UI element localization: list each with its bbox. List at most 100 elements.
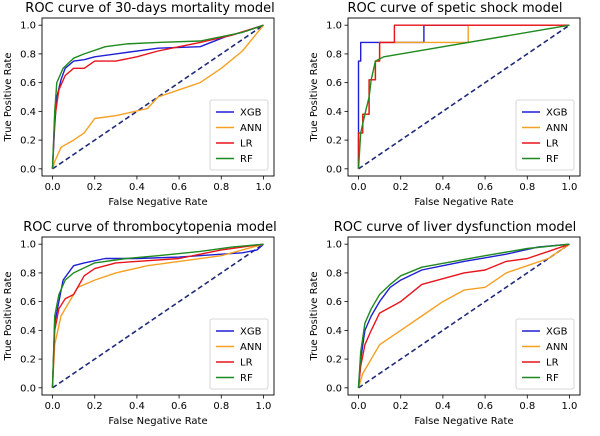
x-tick-label: 1.0 (256, 401, 272, 412)
legend: XGB ANN LR RF (515, 99, 575, 171)
y-tick-label: 0.8 (20, 49, 36, 60)
y-tick-label: 0.6 (20, 78, 36, 89)
x-tick-label: 0.4 (129, 182, 145, 193)
y-tick-label: 0.4 (20, 326, 36, 337)
y-tick-label: 0.4 (326, 107, 342, 118)
plot-frame (41, 17, 275, 177)
legend-label-ann: ANN (546, 342, 568, 353)
x-axis-label: False Negative Rate (108, 197, 207, 208)
legend-label-lr: LR (240, 139, 253, 150)
legend-label-xgb: XGB (240, 327, 262, 338)
series-line-rf (51, 24, 264, 169)
x-tick-label: 0.4 (129, 401, 145, 412)
y-tick-label: 1.0 (20, 240, 36, 251)
legend-box (209, 318, 269, 390)
x-tick-label: 0.8 (519, 182, 535, 193)
series-line-ann (51, 24, 265, 170)
legend-label-rf: RF (546, 154, 559, 165)
chance-diagonal-line (52, 243, 264, 389)
x-tick-label: 0.8 (213, 182, 229, 193)
series-line-ann (357, 243, 570, 389)
y-tick-label: 0.6 (326, 78, 342, 89)
legend-label-lr: LR (546, 358, 559, 369)
x-tick-label: 0.6 (171, 401, 187, 412)
legend-label-lr: LR (546, 139, 559, 150)
plot-frame (347, 17, 581, 177)
legend: XGB ANN LR RF (209, 318, 269, 390)
series-line-xgb (51, 24, 264, 169)
x-axis-label: False Negative Rate (414, 197, 513, 208)
series-line-rf (357, 24, 570, 169)
x-tick-label: 1.0 (562, 182, 578, 193)
series-line-rf (357, 243, 570, 388)
series-line-lr (51, 243, 264, 388)
chart-panel-2: ROC curve of spetic shock model True Posi… (309, 1, 581, 208)
x-tick-label: 1.0 (562, 401, 578, 412)
y-tick-label: 0.0 (326, 383, 342, 394)
y-axis-label: True Positive Rate (309, 52, 320, 142)
legend-box (515, 318, 575, 390)
series-line-xgb (357, 243, 570, 388)
legend-label-rf: RF (240, 154, 253, 165)
plot-frame (41, 236, 275, 396)
x-tick-label: 0.8 (213, 401, 229, 412)
series-line-xgb (51, 243, 264, 388)
x-tick-label: 0.6 (171, 182, 187, 193)
x-tick-label: 0.2 (393, 182, 409, 193)
y-axis-label: True Positive Rate (3, 52, 14, 142)
legend-label-ann: ANN (240, 342, 262, 353)
y-tick-label: 0.8 (326, 49, 342, 60)
legend-box (515, 99, 575, 171)
y-tick-label: 0.6 (20, 297, 36, 308)
x-tick-label: 0.2 (393, 401, 409, 412)
legend-box (209, 99, 269, 171)
x-tick-label: 0.0 (351, 401, 367, 412)
x-tick-label: 0.0 (351, 182, 367, 193)
x-tick-label: 0.2 (87, 182, 103, 193)
legend-label-xgb: XGB (546, 108, 568, 119)
series-line-ann (51, 243, 264, 388)
legend-label-xgb: XGB (546, 327, 568, 338)
series-line-rf (51, 243, 264, 388)
x-tick-label: 0.4 (435, 401, 451, 412)
chart-title: ROC curve of liver dysfunction model (334, 220, 577, 235)
legend: XGB ANN LR RF (515, 318, 575, 390)
chart-panel-3: ROC curve of thrombocytopenia model True … (3, 220, 277, 427)
y-tick-label: 1.0 (326, 21, 342, 32)
series-line-lr (357, 24, 570, 169)
plot-frame (347, 236, 581, 396)
x-tick-label: 0.4 (435, 182, 451, 193)
legend-label-ann: ANN (546, 123, 568, 134)
y-tick-label: 0.8 (326, 268, 342, 279)
x-tick-label: 0.0 (45, 182, 61, 193)
y-tick-label: 0.0 (20, 383, 36, 394)
y-tick-label: 0.8 (20, 268, 36, 279)
x-tick-label: 0.6 (477, 182, 493, 193)
x-tick-label: 1.0 (256, 182, 272, 193)
x-tick-label: 0.8 (519, 401, 535, 412)
chart-panel-4: ROC curve of liver dysfunction model True… (309, 220, 581, 427)
y-axis-label: True Positive Rate (3, 271, 14, 361)
x-tick-label: 0.0 (45, 401, 61, 412)
chart-title: ROC curve of thrombocytopenia model (23, 220, 276, 235)
y-tick-label: 0.2 (20, 136, 36, 147)
legend-label-rf: RF (240, 373, 253, 384)
y-tick-label: 0.2 (20, 355, 36, 366)
chance-diagonal-line (358, 243, 570, 389)
series-line-lr (51, 24, 264, 169)
y-tick-label: 1.0 (326, 240, 342, 251)
chance-diagonal-line (52, 24, 264, 170)
x-tick-label: 0.2 (87, 401, 103, 412)
x-axis-label: False Negative Rate (108, 416, 207, 427)
y-tick-label: 0.2 (326, 136, 342, 147)
y-tick-label: 1.0 (20, 21, 36, 32)
x-tick-label: 0.6 (477, 401, 493, 412)
y-tick-label: 0.6 (326, 297, 342, 308)
chart-panel-1: ROC curve of 30-days mortality model True… (3, 1, 275, 208)
x-axis-label: False Negative Rate (414, 416, 513, 427)
y-tick-label: 0.4 (20, 107, 36, 118)
series-line-lr (357, 243, 570, 388)
chart-title: ROC curve of 30-days mortality model (25, 1, 274, 16)
y-tick-label: 0.2 (326, 355, 342, 366)
